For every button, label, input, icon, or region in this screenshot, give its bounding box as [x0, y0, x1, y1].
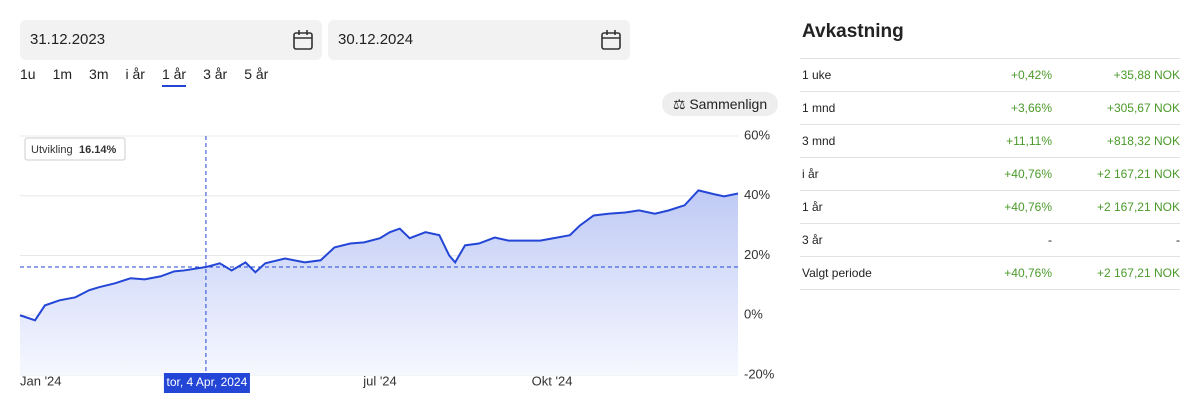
compare-text: Sammenlign — [689, 96, 768, 112]
date-to-text: 30.12.2024 — [338, 31, 414, 48]
y-tick-label: 40% — [744, 187, 770, 202]
chart: -20% 0% 20% 40% 60% Jan '24 jul '24 Okt '24 Utvi… — [19, 127, 775, 393]
y-tick-label: -20% — [744, 366, 775, 381]
return-label: 3 mnd — [802, 134, 836, 148]
return-value: +0,42% — [1010, 68, 1052, 82]
return-value: +40,76% — [1004, 266, 1052, 280]
x-tick-label: Jan '24 — [20, 373, 62, 388]
area — [20, 190, 738, 375]
tooltip-box — [24, 137, 126, 161]
return-value: - — [1048, 233, 1052, 247]
returns-row: i år +40,76% +2 167,21 NOK — [800, 157, 1180, 190]
date-label: tor, 4 Apr, 2024 — [167, 375, 248, 389]
period-tabs: 1u 1m 3m i år 1 år 3 år 5 år — [20, 66, 268, 87]
return-value: +40,76% — [1004, 167, 1052, 181]
period-tab[interactable]: 1 år — [161, 66, 187, 87]
return-label: i år — [802, 167, 819, 181]
calendar-icon — [293, 30, 313, 50]
return-value: +2 167,21 NOK — [1096, 167, 1180, 181]
returns-row: 1 uke +0,42% +35,88 NOK — [800, 58, 1180, 91]
date-from-text: 31.12.2023 — [30, 31, 106, 48]
return-value: - — [1176, 233, 1180, 247]
return-label: 1 mnd — [802, 101, 836, 115]
x-tick-label: jul '24 — [362, 373, 397, 388]
period-tab[interactable]: 1u — [20, 66, 36, 82]
returns-row: 3 år - - — [800, 223, 1180, 256]
tooltip-label: Utvikling — [31, 144, 73, 156]
tooltip-value: 16.14% — [79, 144, 117, 156]
return-value: +3,66% — [1010, 101, 1052, 115]
period-tab[interactable]: 3m — [89, 66, 109, 82]
returns-title: Avkastning — [802, 21, 904, 42]
period-tab[interactable]: 5 år — [244, 66, 269, 82]
return-label: 1 år — [802, 200, 823, 214]
period-tab[interactable]: 3 år — [203, 66, 228, 82]
return-label: Valgt periode — [802, 266, 872, 280]
y-tick-label: 0% — [744, 307, 763, 322]
return-value: +818,32 NOK — [1106, 134, 1180, 148]
x-tick-label: Okt '24 — [532, 373, 573, 388]
y-tick-label: 20% — [744, 247, 770, 262]
line — [19, 189, 739, 322]
returns-row: 3 mnd +11,11% +818,32 NOK — [800, 124, 1180, 157]
returns-row: 1 år +40,76% +2 167,21 NOK — [800, 190, 1180, 223]
date-to[interactable]: 30.12.2024 — [328, 20, 630, 60]
returns-row: 1 mnd +3,66% +305,67 NOK — [800, 91, 1180, 124]
date-label-box — [163, 373, 250, 393]
period-tab[interactable]: 1m — [52, 66, 73, 82]
period-tab[interactable]: i år — [125, 66, 145, 82]
returns-panel: Avkastning 1 uke +0,42% +35,88 NOK 1 mnd +3,… — [800, 18, 1180, 290]
compare-button[interactable]: ⚖ Sammenlign — [662, 92, 778, 116]
y-tick-label: 60% — [744, 127, 770, 142]
return-value: +11,11% — [1006, 134, 1052, 148]
return-value: +305,67 NOK — [1106, 101, 1180, 115]
return-value: +40,76% — [1004, 200, 1052, 214]
date-from[interactable]: 31.12.2023 — [20, 20, 322, 60]
return-value: +2 167,21 NOK — [1096, 266, 1180, 280]
return-label: 1 uke — [802, 68, 832, 82]
return-label: 3 år — [802, 233, 823, 247]
returns-table: 1 uke +0,42% +35,88 NOK 1 mnd +3,66% +305,67 … — [800, 58, 1180, 290]
returns-row: Valgt periode +40,76% +2 167,21 NOK — [800, 256, 1180, 290]
calendar-icon — [601, 30, 621, 50]
return-value: +35,88 NOK — [1113, 68, 1180, 82]
return-value: +2 167,21 NOK — [1096, 200, 1180, 214]
